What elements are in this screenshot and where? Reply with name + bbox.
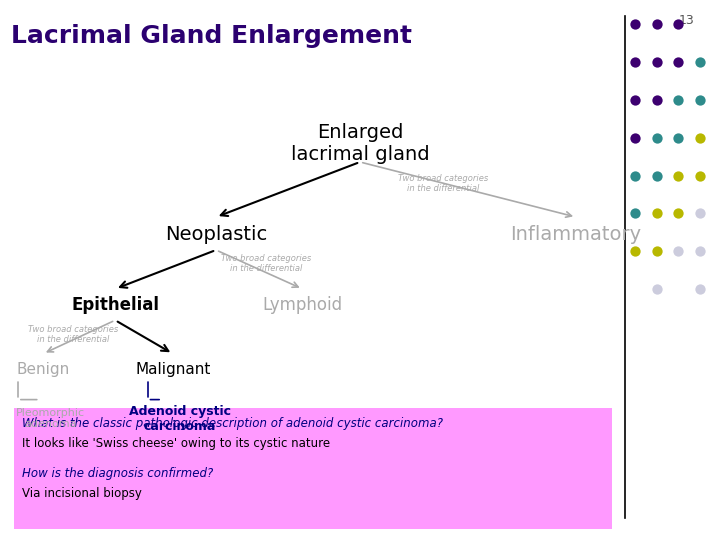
Point xyxy=(694,171,706,180)
Point xyxy=(629,209,641,218)
Text: Neoplastic: Neoplastic xyxy=(165,225,267,245)
Point xyxy=(651,171,662,180)
Text: Benign: Benign xyxy=(17,362,70,377)
Point xyxy=(629,20,641,29)
Point xyxy=(629,96,641,104)
Text: Two broad categories
in the differential: Two broad categories in the differential xyxy=(28,325,119,345)
Point xyxy=(629,247,641,255)
Text: Via incisional biopsy: Via incisional biopsy xyxy=(22,487,141,500)
Point xyxy=(694,96,706,104)
Point xyxy=(629,58,641,66)
Text: Lacrimal Gland Enlargement: Lacrimal Gland Enlargement xyxy=(11,24,412,48)
Point xyxy=(672,96,684,104)
Text: Enlarged
lacrimal gland: Enlarged lacrimal gland xyxy=(291,123,429,164)
Point xyxy=(672,58,684,66)
Point xyxy=(672,171,684,180)
Text: Malignant: Malignant xyxy=(135,362,210,377)
Point xyxy=(651,209,662,218)
Text: Two broad categories
in the differential: Two broad categories in the differential xyxy=(397,174,488,193)
Point xyxy=(651,96,662,104)
Point xyxy=(651,247,662,255)
Point xyxy=(694,247,706,255)
Bar xyxy=(14,408,612,529)
Text: Lymphoid: Lymphoid xyxy=(262,296,343,314)
Text: Pleomorphic
adenoma: Pleomorphic adenoma xyxy=(16,408,85,429)
Point xyxy=(694,58,706,66)
Point xyxy=(694,133,706,142)
Text: 13: 13 xyxy=(679,14,695,26)
Point xyxy=(672,133,684,142)
Point xyxy=(651,58,662,66)
Point xyxy=(629,171,641,180)
Point xyxy=(651,285,662,293)
Text: Inflammatory: Inflammatory xyxy=(510,225,642,245)
Point xyxy=(672,209,684,218)
Point xyxy=(672,20,684,29)
Text: Epithelial: Epithelial xyxy=(71,296,159,314)
Point xyxy=(694,209,706,218)
Text: How is the diagnosis confirmed?: How is the diagnosis confirmed? xyxy=(22,467,213,480)
Point xyxy=(672,247,684,255)
Point xyxy=(629,133,641,142)
Text: Two broad categories
in the differential: Two broad categories in the differential xyxy=(221,254,312,273)
Text: Adenoid cystic
carcinoma: Adenoid cystic carcinoma xyxy=(129,404,231,433)
Point xyxy=(651,133,662,142)
Text: What is the classic pathologic description of adenoid cystic carcinoma?: What is the classic pathologic descripti… xyxy=(22,417,443,430)
Text: It looks like 'Swiss cheese' owing to its cystic nature: It looks like 'Swiss cheese' owing to it… xyxy=(22,437,330,450)
Point xyxy=(694,285,706,293)
Point xyxy=(651,20,662,29)
